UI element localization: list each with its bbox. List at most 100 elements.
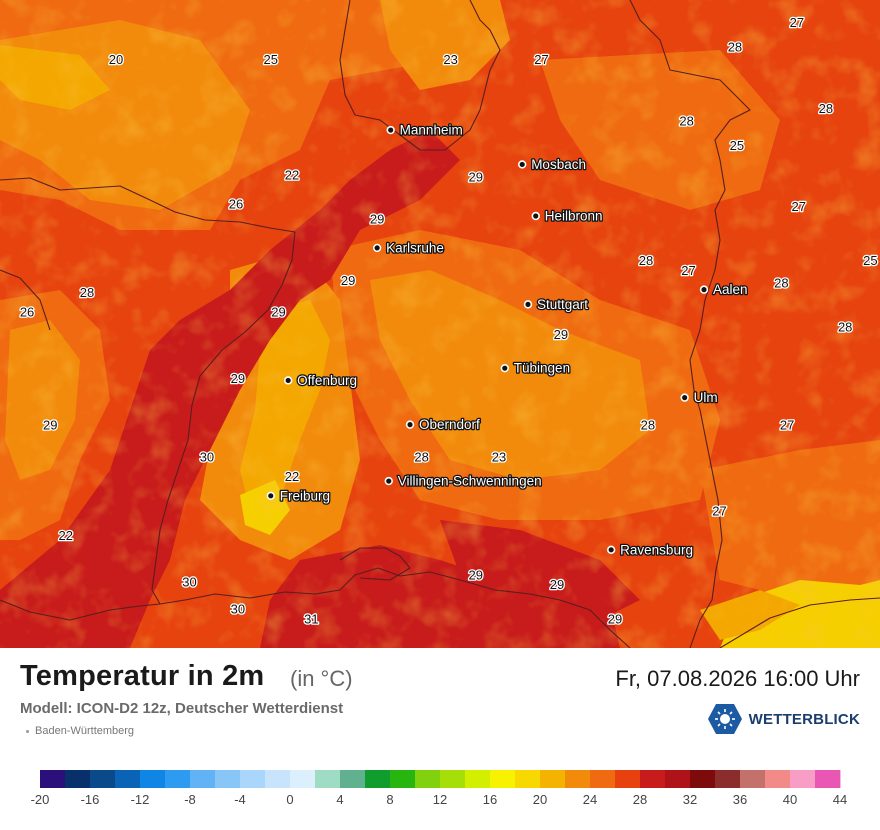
- scale-tick-label: 36: [733, 792, 747, 807]
- border-germany-switzerland: [159, 567, 631, 648]
- scale-swatch: [140, 770, 166, 788]
- legend-panel: Temperatur in 2m (in °C) Modell: ICON-D2…: [0, 648, 880, 830]
- region-label: Baden-Württemberg: [26, 725, 134, 737]
- scale-tick-label: -16: [81, 792, 100, 807]
- scale-swatch: [90, 770, 116, 788]
- city-dot: [283, 376, 293, 385]
- temperature-label: 23: [492, 450, 506, 465]
- scale-tick-label: -20: [31, 792, 50, 807]
- temperature-label: 28: [728, 40, 742, 55]
- scale-tick-label: 28: [633, 792, 647, 807]
- temperature-label: 28: [80, 285, 94, 300]
- scale-tick-label: 16: [483, 792, 497, 807]
- scale-swatch: [765, 770, 791, 788]
- temperature-label: 28: [679, 113, 693, 128]
- temperature-label: 28: [838, 319, 852, 334]
- scale-swatch: [390, 770, 416, 788]
- brand-logo: WETTERBLICK: [707, 703, 860, 735]
- region-dot: [26, 729, 29, 733]
- scale-tick-label: -4: [234, 792, 246, 807]
- city-label: Mosbach: [531, 157, 586, 172]
- scale-tick-label: 40: [783, 792, 797, 807]
- brand-name: WETTERBLICK: [748, 710, 860, 728]
- city-dot: [517, 160, 527, 169]
- scale-tick-label: 12: [433, 792, 447, 807]
- city-label: Ulm: [694, 390, 718, 405]
- border-rhine: [151, 231, 296, 605]
- temperature-label: 28: [414, 450, 428, 465]
- temperature-label: 28: [641, 418, 655, 433]
- scale-swatch: [40, 770, 66, 788]
- temperature-label: 29: [469, 170, 483, 185]
- temperature-label: 29: [550, 577, 564, 592]
- scale-tick-label: -12: [131, 792, 150, 807]
- city-label: Heilbronn: [545, 209, 603, 224]
- temperature-label: 29: [370, 211, 384, 226]
- city-label: Mannheim: [400, 123, 463, 138]
- city-dot: [699, 285, 709, 294]
- temperature-label: 22: [285, 469, 299, 484]
- scale-swatch: [65, 770, 91, 788]
- scale-tick-label: 8: [386, 792, 393, 807]
- city-dot: [384, 476, 393, 486]
- field-mottling: [0, 0, 880, 648]
- scale-swatch: [365, 770, 391, 788]
- scale-swatch: [540, 770, 566, 788]
- scale-swatch: [815, 770, 841, 788]
- city-label: Offenburg: [297, 373, 357, 388]
- sun-icon: [707, 704, 742, 734]
- city-dot: [523, 300, 533, 309]
- scale-swatch: [790, 770, 816, 788]
- temperature-label: 27: [534, 52, 548, 67]
- temperature-label: 29: [469, 567, 483, 582]
- scale-swatch: [290, 770, 316, 788]
- city-label: Stuttgart: [537, 297, 588, 312]
- scale-swatch: [315, 770, 341, 788]
- color-scale: -20 -16 -12 -8 -4 0 4 8 12 16 20 24 28 32 36 40 44: [31, 770, 847, 807]
- temperature-label: 25: [730, 138, 744, 153]
- scale-swatch: [640, 770, 666, 788]
- temperature-label: 27: [790, 15, 804, 30]
- border-bavaria-east: [629, 0, 751, 648]
- city-label: Ravensburg: [620, 542, 693, 557]
- temperature-label: 20: [109, 52, 123, 67]
- temperature-label: 27: [681, 263, 695, 278]
- scale-tick-label: 24: [583, 792, 597, 807]
- city-label: Karlsruhe: [386, 240, 444, 255]
- scale-swatch: [415, 770, 441, 788]
- scale-tick-label: 0: [286, 792, 293, 807]
- scale-swatch: [465, 770, 491, 788]
- temperature-label: 28: [639, 253, 653, 268]
- city-label: Freiburg: [280, 488, 330, 503]
- temperature-label: 30: [231, 602, 245, 617]
- temperature-label: 29: [608, 612, 622, 627]
- city-dot: [531, 211, 540, 221]
- temperature-label: 29: [43, 418, 57, 433]
- scale-tick-label: 20: [533, 792, 547, 807]
- temperature-label: 27: [780, 418, 794, 433]
- city-dot: [606, 545, 616, 555]
- city-dot: [386, 125, 395, 135]
- temperature-label: 30: [200, 450, 214, 465]
- forecast-datetime: Fr, 07.08.2026 16:00 Uhr: [615, 666, 860, 691]
- temperature-label: 31: [304, 612, 318, 627]
- scale-swatch: [490, 770, 516, 788]
- scale-swatch: [590, 770, 616, 788]
- temperature-label: 25: [264, 52, 278, 67]
- scale-swatch: [215, 770, 241, 788]
- border-austria: [719, 597, 880, 648]
- scale-tick-label: 32: [683, 792, 697, 807]
- temperature-label: 22: [59, 528, 73, 543]
- border-hesse: [339, 0, 501, 151]
- scale-tick-label: 4: [336, 792, 343, 807]
- city-dot: [405, 420, 415, 429]
- page-title: Temperatur in 2m: [20, 660, 265, 692]
- temperature-fields: [0, 0, 880, 648]
- scale-swatch: [440, 770, 466, 788]
- city-label: Oberndorf: [419, 417, 480, 432]
- model-info: Modell: ICON-D2 12z, Deutscher Wetterdie…: [20, 700, 344, 717]
- country-borders: [0, 0, 880, 648]
- border-lux: [0, 269, 51, 331]
- temperature-map: 20 25 23 27 27 28 28 28 25 22 29 26 29 27 28 27 25 29 28 28…: [0, 0, 880, 648]
- city-dot: [500, 363, 509, 373]
